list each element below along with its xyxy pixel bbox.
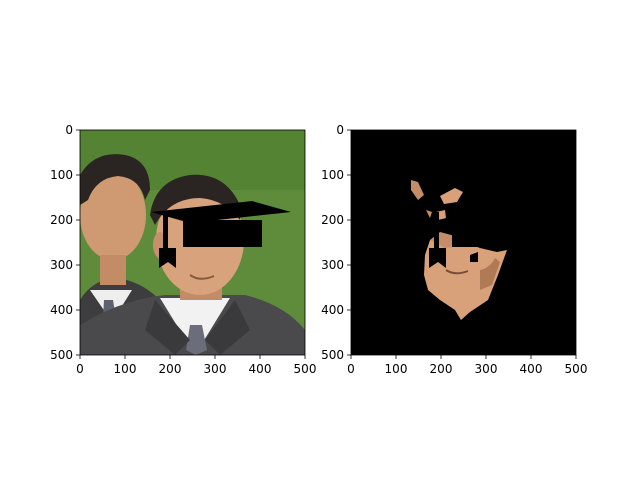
x-tick-label: 100: [385, 362, 408, 376]
x-tick-label: 0: [347, 362, 355, 376]
y-tick-label: 200: [50, 213, 73, 227]
right-panel-frame: [350, 129, 577, 356]
x-tick-label: 300: [204, 362, 227, 376]
x-tick-label: 500: [294, 362, 317, 376]
x-tick-label: 200: [430, 362, 453, 376]
y-tick-label: 200: [321, 213, 344, 227]
masked-face: [411, 180, 514, 320]
y-tick-label: 400: [321, 303, 344, 317]
x-tick-label: 400: [249, 362, 272, 376]
x-tick-label: 200: [159, 362, 182, 376]
y-tick-label: 500: [321, 348, 344, 362]
x-tick-label: 100: [114, 362, 137, 376]
x-tick-label: 400: [520, 362, 543, 376]
y-tick-label: 300: [321, 258, 344, 272]
right-image-panel: [351, 130, 576, 355]
front-person: [80, 174, 305, 355]
left-image-panel: [80, 130, 305, 355]
y-tick-label: 300: [50, 258, 73, 272]
graduation-cap: [151, 201, 291, 268]
y-tick-label: 100: [50, 168, 73, 182]
y-tick-label: 0: [336, 123, 344, 137]
y-tick-label: 500: [50, 348, 73, 362]
x-tick-label: 300: [475, 362, 498, 376]
x-tick-label: 500: [565, 362, 588, 376]
y-tick-label: 400: [50, 303, 73, 317]
x-tick-label: 0: [76, 362, 84, 376]
y-tick-label: 0: [65, 123, 73, 137]
y-tick-label: 100: [321, 168, 344, 182]
left-panel-frame: [79, 129, 306, 356]
